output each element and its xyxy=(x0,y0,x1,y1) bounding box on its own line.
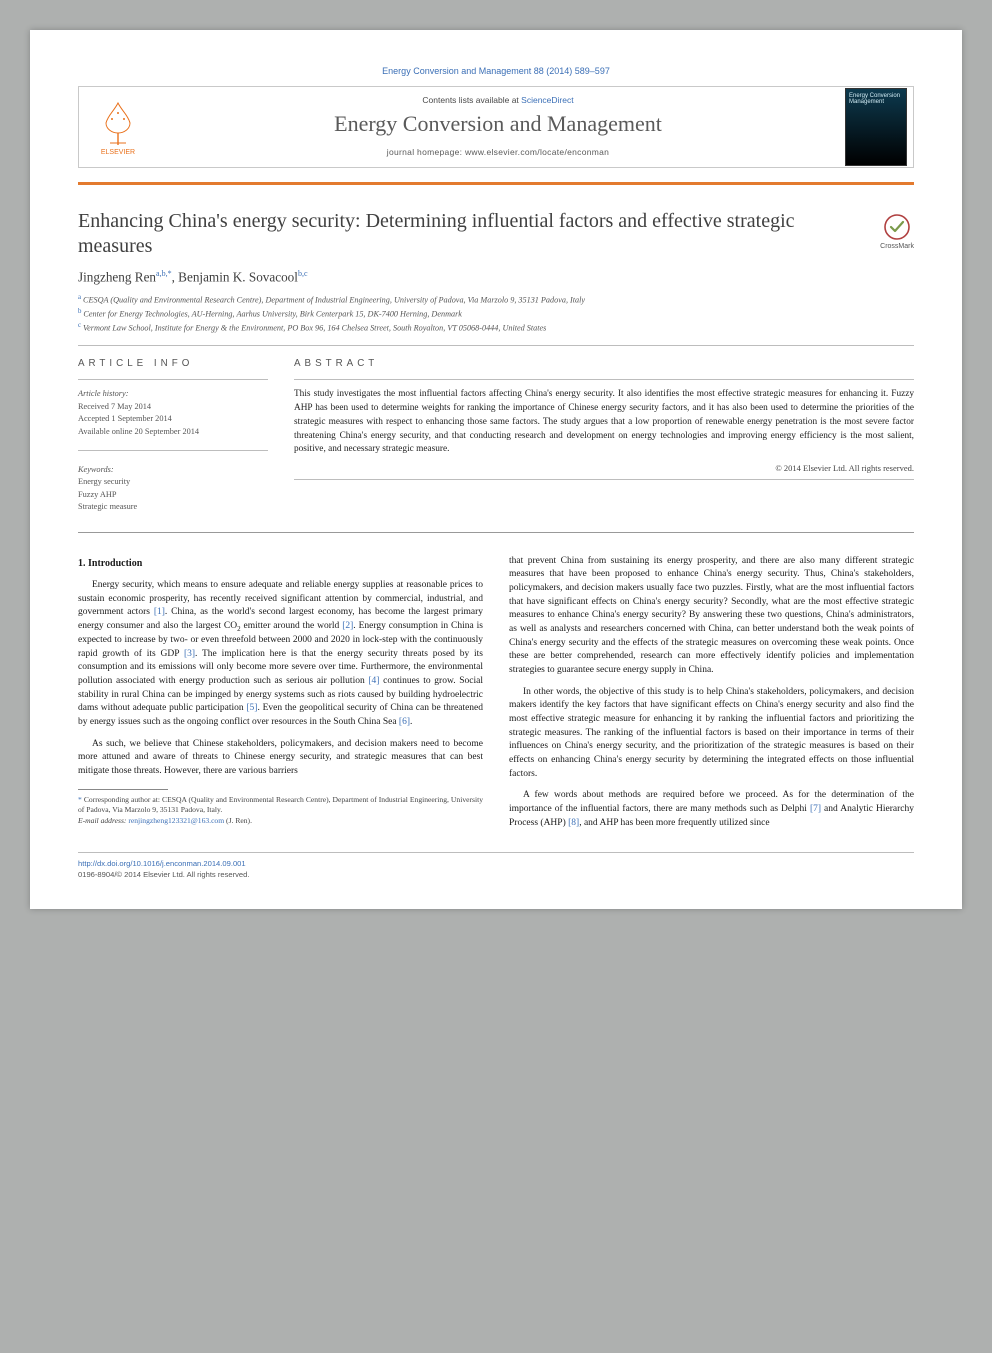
author-list: Jingzheng Rena,b,*, Benjamin K. Sovacool… xyxy=(78,269,914,285)
lists-prefix: Contents lists available at xyxy=(422,95,521,105)
title-block: Enhancing China's energy security: Deter… xyxy=(78,209,914,259)
email-footnote: E-mail address: renjingzheng123321@163.c… xyxy=(78,816,483,827)
left-column: 1. Introduction Energy security, which m… xyxy=(78,555,483,839)
paper-page: Energy Conversion and Management 88 (201… xyxy=(30,30,962,909)
publisher-logo-cell: ELSEVIER xyxy=(79,87,157,167)
history-label: Article history: xyxy=(78,389,128,398)
body-paragraph: that prevent China from sustaining its e… xyxy=(509,555,914,678)
article-title: Enhancing China's energy security: Deter… xyxy=(78,209,798,259)
issn-line: 0196-8904/© 2014 Elsevier Ltd. All right… xyxy=(78,870,250,879)
abstract-text: This study investigates the most influen… xyxy=(294,388,914,457)
history-accepted: Accepted 1 September 2014 xyxy=(78,413,268,425)
footnote-rule xyxy=(78,789,168,790)
keywords-label: Keywords: xyxy=(78,465,268,474)
article-info-heading: ARTICLE INFO xyxy=(78,358,268,369)
author-2[interactable]: , Benjamin K. Sovacool xyxy=(172,269,298,284)
journal-name: Energy Conversion and Management xyxy=(163,111,833,137)
email-suffix: (J. Ren). xyxy=(224,816,252,825)
masthead-center: Contents lists available at ScienceDirec… xyxy=(157,87,839,167)
author-1[interactable]: Jingzheng Ren xyxy=(78,269,156,284)
article-history: Article history: Received 7 May 2014 Acc… xyxy=(78,388,268,438)
citation-link[interactable]: [5] xyxy=(246,703,257,713)
rule-under-info-heading xyxy=(78,379,268,380)
citation-link[interactable]: [6] xyxy=(399,717,410,727)
body-columns: 1. Introduction Energy security, which m… xyxy=(78,555,914,839)
citation-link[interactable]: [1] xyxy=(154,607,165,617)
body-paragraph: A few words about methods are required b… xyxy=(509,789,914,830)
affil-sup: a xyxy=(78,294,81,301)
sciencedirect-link[interactable]: ScienceDirect xyxy=(521,95,573,105)
citation-link[interactable]: [3] xyxy=(184,649,195,659)
rule-under-abstract-heading xyxy=(294,379,914,380)
rule-above-keywords xyxy=(78,450,268,451)
right-column: that prevent China from sustaining its e… xyxy=(509,555,914,839)
citation-link[interactable]: [2] xyxy=(342,621,353,631)
page-footer: http://dx.doi.org/10.1016/j.enconman.201… xyxy=(78,852,914,880)
crossmark-label: CrossMark xyxy=(880,243,914,250)
corr-text: Corresponding author at: CESQA (Quality … xyxy=(78,795,483,815)
author-2-affil-sup: b,c xyxy=(298,269,308,278)
crossmark-icon xyxy=(883,213,911,241)
masthead: ELSEVIER Contents lists available at Sci… xyxy=(78,86,914,168)
affil-text: Vermont Law School, Institute for Energy… xyxy=(83,324,546,333)
email-label: E-mail address: xyxy=(78,816,126,825)
journal-homepage: journal homepage: www.elsevier.com/locat… xyxy=(163,147,833,157)
affil-text: Center for Energy Technologies, AU-Herni… xyxy=(83,310,461,319)
keyword-item: Energy security xyxy=(78,476,268,488)
crossmark-badge[interactable]: CrossMark xyxy=(880,213,914,250)
masthead-right: Energy Conversion Management xyxy=(839,87,913,167)
affiliation-c: cVermont Law School, Institute for Energ… xyxy=(78,321,914,335)
abstract-heading: ABSTRACT xyxy=(294,358,914,369)
abstract-col: ABSTRACT This study investigates the mos… xyxy=(294,358,914,513)
citation-link[interactable]: [8] xyxy=(568,818,579,828)
corr-email-link[interactable]: renjingzheng123321@163.com xyxy=(128,816,224,825)
author-1-affil-sup: a,b,* xyxy=(156,269,172,278)
orange-rule xyxy=(78,182,914,185)
affil-sup: b xyxy=(78,308,81,315)
body-paragraph: As such, we believe that Chinese stakeho… xyxy=(78,738,483,779)
affil-sup: c xyxy=(78,322,81,329)
affiliation-list: aCESQA (Quality and Environmental Resear… xyxy=(78,293,914,335)
doi-link[interactable]: http://dx.doi.org/10.1016/j.enconman.201… xyxy=(78,859,246,868)
contents-lists: Contents lists available at ScienceDirec… xyxy=(163,95,833,105)
citation-link[interactable]: [7] xyxy=(810,804,821,814)
body-paragraph: In other words, the objective of this st… xyxy=(509,686,914,782)
rule-under-abstract xyxy=(294,479,914,480)
affiliation-a: aCESQA (Quality and Environmental Resear… xyxy=(78,293,914,307)
article-info-row: ARTICLE INFO Article history: Received 7… xyxy=(78,346,914,513)
keywords-list: Energy security Fuzzy AHP Strategic meas… xyxy=(78,476,268,513)
history-online: Available online 20 September 2014 xyxy=(78,426,268,438)
citation-link[interactable]: [4] xyxy=(368,676,379,686)
affiliation-b: bCenter for Energy Technologies, AU-Hern… xyxy=(78,307,914,321)
elsevier-logo[interactable]: ELSEVIER xyxy=(91,96,145,158)
tree-icon xyxy=(96,99,140,147)
section-1-heading: 1. Introduction xyxy=(78,557,483,571)
publisher-label: ELSEVIER xyxy=(101,149,135,156)
corr-star: * xyxy=(78,795,82,804)
affil-text: CESQA (Quality and Environmental Researc… xyxy=(83,296,585,305)
keyword-item: Fuzzy AHP xyxy=(78,489,268,501)
body-paragraph: Energy security, which means to ensure a… xyxy=(78,579,483,730)
running-head: Energy Conversion and Management 88 (201… xyxy=(78,66,914,76)
article-info-col: ARTICLE INFO Article history: Received 7… xyxy=(78,358,268,513)
history-received: Received 7 May 2014 xyxy=(78,401,268,413)
journal-cover-thumb[interactable]: Energy Conversion Management xyxy=(845,88,907,166)
keyword-item: Strategic measure xyxy=(78,501,268,513)
abstract-copyright: © 2014 Elsevier Ltd. All rights reserved… xyxy=(294,463,914,473)
rule-above-body xyxy=(78,532,914,533)
corresponding-author-footnote: * Corresponding author at: CESQA (Qualit… xyxy=(78,795,483,816)
